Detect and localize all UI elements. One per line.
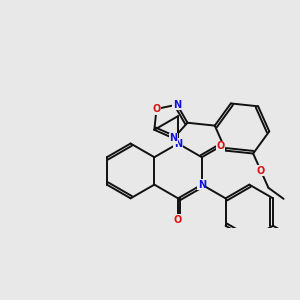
Text: N: N	[169, 133, 178, 143]
Text: O: O	[152, 104, 160, 114]
Text: O: O	[174, 215, 182, 225]
Text: N: N	[198, 180, 206, 190]
Text: N: N	[174, 139, 182, 148]
Text: O: O	[257, 166, 265, 176]
Text: N: N	[173, 100, 181, 110]
Text: O: O	[216, 141, 225, 152]
